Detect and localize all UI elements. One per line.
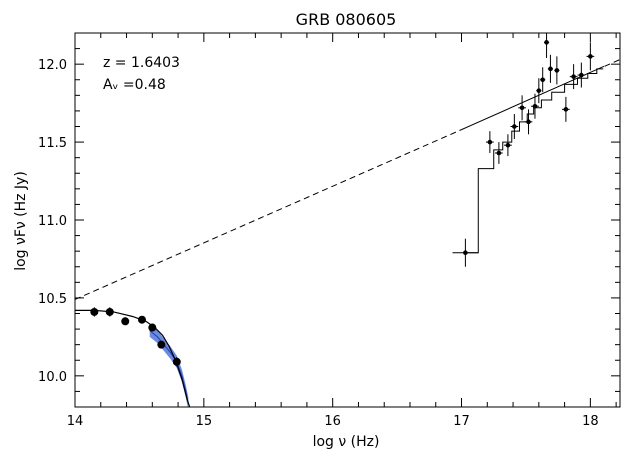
xray-point <box>463 250 468 256</box>
optical-point <box>172 357 181 366</box>
power-law-dashed-line <box>75 129 462 300</box>
xray-point <box>496 150 502 156</box>
xray-point <box>505 142 511 148</box>
chart-title: GRB 080605 <box>296 10 397 29</box>
x-tick-label: 18 <box>582 414 599 429</box>
y-tick-label: 11.0 <box>38 214 67 229</box>
y-tick-label: 10.0 <box>38 370 67 385</box>
plot-area: 14 15 16 17 18 10.0 10.5 11.0 11.5 12.0 <box>38 32 620 429</box>
optical-spectrum-band <box>149 324 189 407</box>
power-law-dashed-tail <box>604 59 620 67</box>
x-tick-label: 14 <box>67 414 84 429</box>
xray-point <box>571 74 576 79</box>
optical-point <box>137 315 146 324</box>
redshift-annotation: z = 1.6403 <box>103 55 180 71</box>
xray-point <box>544 40 549 45</box>
plot-frame <box>74 32 621 408</box>
y-axis-label: log νFν (Hz Jy) <box>13 171 29 271</box>
optical-point <box>90 307 99 316</box>
y-tick-label: 12.0 <box>38 58 67 73</box>
optical-point <box>157 340 166 349</box>
y-tick-label: 11.5 <box>38 136 67 151</box>
optical-point <box>105 307 114 316</box>
optical-spectrum-line <box>149 330 189 404</box>
xray-point <box>540 77 545 83</box>
y-tick-label: 10.5 <box>38 292 67 307</box>
xray-point <box>548 66 553 72</box>
xray-point <box>487 139 493 145</box>
xray-point <box>519 105 525 111</box>
optical-point <box>121 317 130 326</box>
xray-point <box>588 54 593 59</box>
xray-point <box>512 124 517 129</box>
xray-point <box>579 72 584 78</box>
optical-point <box>148 323 157 332</box>
xray-point <box>563 107 569 112</box>
plot-content <box>75 33 620 407</box>
x-tick-label: 17 <box>453 414 470 429</box>
x-tick-label: 16 <box>324 414 341 429</box>
xray-point <box>532 103 538 109</box>
extinction-annotation: Aᵥ =0.48 <box>103 77 166 93</box>
x-axis-label: log ν (Hz) <box>313 434 380 450</box>
xray-point <box>554 68 560 73</box>
xray-point <box>526 119 531 125</box>
x-tick-label: 15 <box>196 414 213 429</box>
binned-model-line <box>465 68 604 254</box>
xray-point <box>536 88 542 93</box>
